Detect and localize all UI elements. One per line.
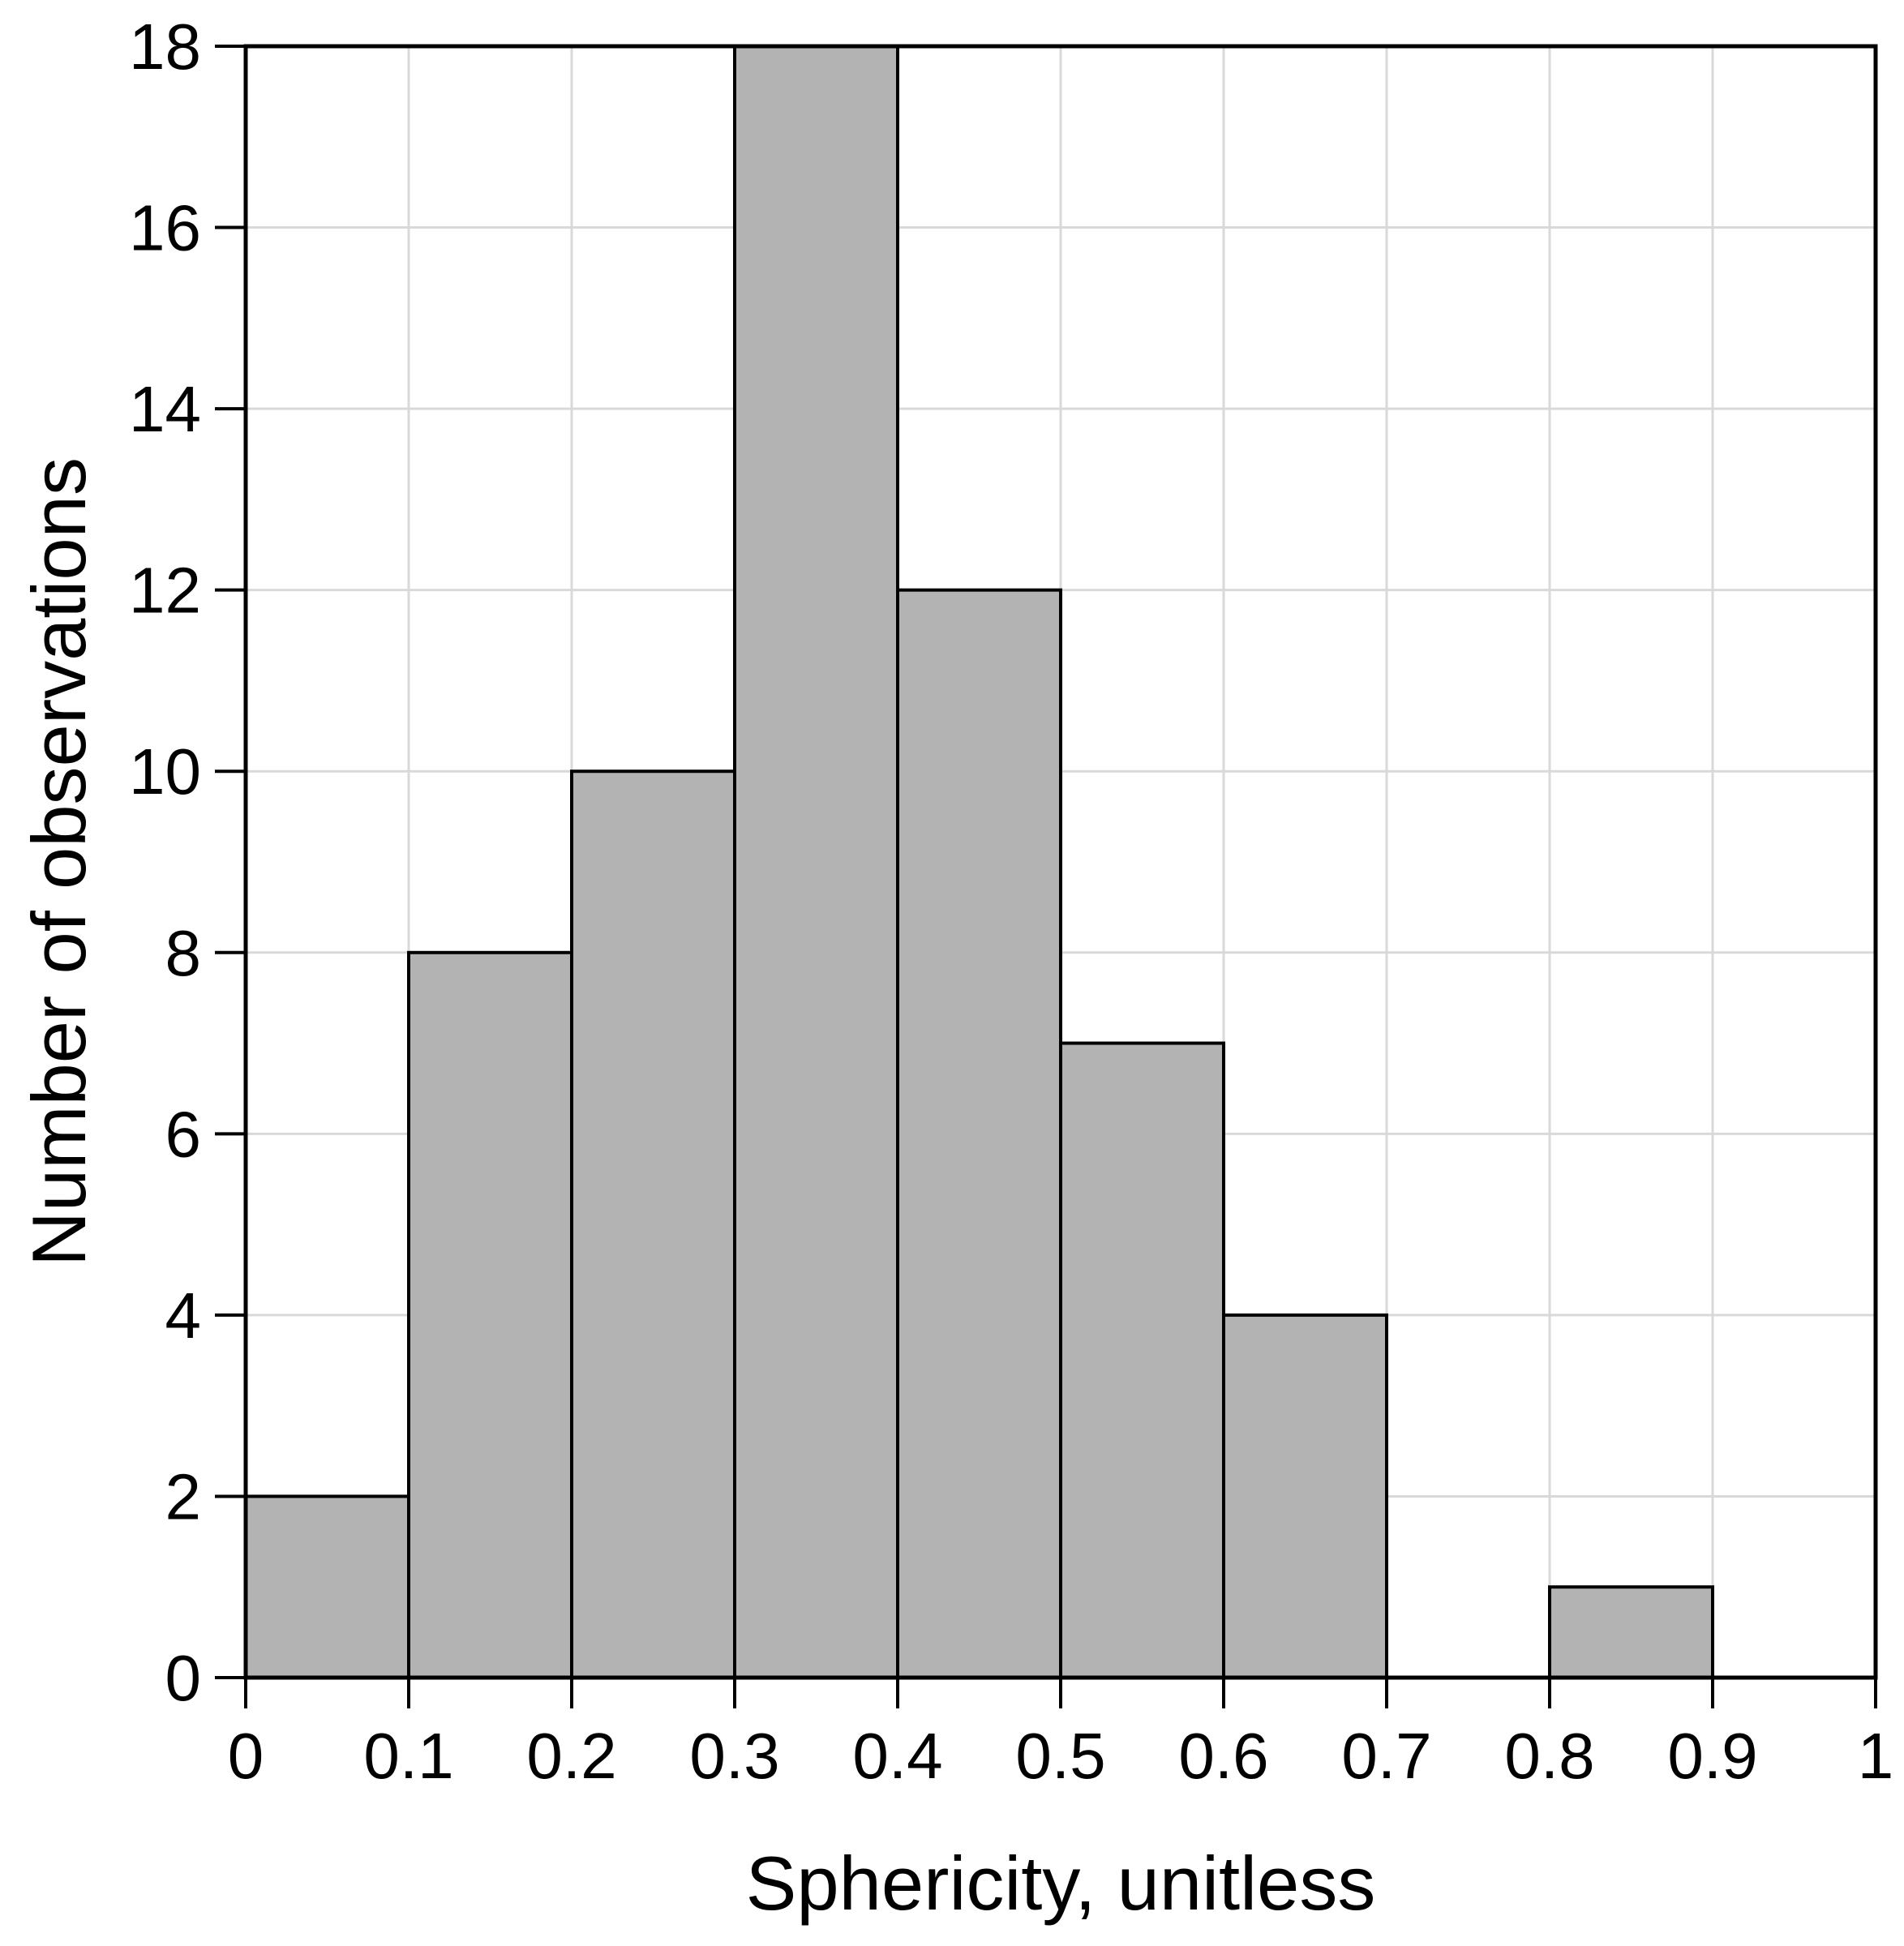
y-tick-label: 12 (129, 555, 201, 627)
histogram-bar (244, 1494, 410, 1680)
y-tick-label: 6 (165, 1098, 202, 1170)
x-tick-label: 1 (1858, 1720, 1894, 1792)
y-tick-label: 4 (165, 1279, 202, 1352)
x-axis-title: Sphericity, unitless (746, 1841, 1376, 1926)
histogram-bar (407, 950, 573, 1680)
histogram-bar (896, 588, 1062, 1680)
y-tick-label: 14 (129, 373, 201, 445)
histogram-bar (1059, 1041, 1225, 1679)
x-tick-label: 0.8 (1504, 1720, 1594, 1792)
x-tick-label: 0.7 (1341, 1720, 1431, 1792)
histogram-bar (1222, 1313, 1388, 1680)
x-tick-label: 0.9 (1667, 1720, 1757, 1792)
y-tick-label: 8 (165, 917, 202, 989)
y-axis-title: Number of observations (16, 457, 101, 1267)
x-tick-label: 0 (228, 1720, 264, 1792)
x-tick-label: 0.2 (526, 1720, 616, 1792)
y-tick-label: 2 (165, 1460, 202, 1532)
x-tick-label: 0.5 (1015, 1720, 1105, 1792)
histogram-bar (570, 769, 736, 1680)
histogram-bar (733, 45, 899, 1679)
x-tick-label: 0.3 (689, 1720, 779, 1792)
y-tick-label: 10 (129, 735, 201, 808)
y-tick-label: 16 (129, 192, 201, 264)
histogram-bar (1548, 1585, 1714, 1679)
x-tick-label: 0.1 (363, 1720, 453, 1792)
y-tick-label: 18 (129, 11, 201, 83)
x-tick-label: 0.6 (1178, 1720, 1268, 1792)
y-tick-label: 0 (165, 1642, 202, 1714)
x-tick-label: 0.4 (852, 1720, 942, 1792)
